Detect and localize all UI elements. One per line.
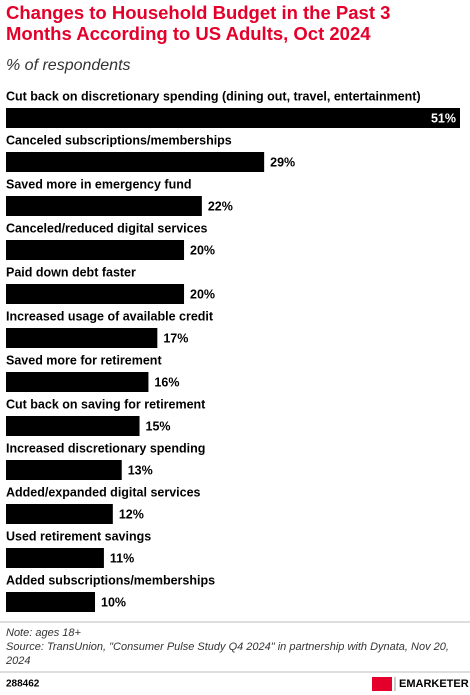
- value-label: 20%: [190, 287, 215, 301]
- value-label: 17%: [163, 331, 188, 345]
- category-label: Canceled/reduced digital services: [6, 221, 208, 235]
- bar: [6, 240, 185, 260]
- category-label: Increased usage of available credit: [6, 309, 214, 323]
- note: Note: ages 18+: [6, 627, 81, 639]
- chart-id: 288462: [6, 679, 40, 690]
- value-label: 16%: [154, 375, 179, 389]
- category-label: Saved more for retirement: [6, 353, 162, 367]
- bar: [6, 504, 113, 524]
- value-label: 22%: [208, 199, 233, 213]
- chart-title: Changes to Household Budget in the Past …: [6, 2, 391, 44]
- bar: [6, 152, 265, 172]
- value-label: 10%: [101, 595, 126, 609]
- category-label: Cut back on discretionary spending (dini…: [6, 89, 421, 103]
- value-label: 51%: [431, 111, 456, 125]
- bar: [6, 284, 185, 304]
- bar: [6, 416, 140, 436]
- category-label: Used retirement savings: [6, 529, 151, 543]
- category-label: Added subscriptions/memberships: [6, 573, 215, 587]
- category-label: Increased discretionary spending: [6, 441, 205, 455]
- category-label: Cut back on saving for retirement: [6, 397, 206, 411]
- brand: EMARKETER: [399, 678, 469, 690]
- bar: [6, 196, 202, 216]
- value-label: 11%: [110, 551, 134, 565]
- bar: [6, 548, 104, 568]
- category-label: Saved more in emergency fund: [6, 177, 191, 191]
- bar: [6, 460, 122, 480]
- value-label: 29%: [270, 155, 295, 169]
- category-label: Canceled subscriptions/memberships: [6, 133, 232, 147]
- category-label: Added/expanded digital services: [6, 485, 201, 499]
- value-label: 15%: [146, 419, 171, 433]
- bar: [6, 592, 96, 612]
- value-label: 13%: [128, 463, 153, 477]
- value-label: 12%: [119, 507, 144, 521]
- category-label: Paid down debt faster: [6, 265, 136, 279]
- source: Source: TransUnion, "Consumer Pulse Stud…: [6, 641, 449, 667]
- bar: [6, 328, 158, 348]
- value-label: 20%: [190, 243, 215, 257]
- chart-subtitle: % of respondents: [6, 57, 131, 74]
- bar: [6, 108, 460, 128]
- logo-mark: [372, 677, 392, 691]
- bar: [6, 372, 149, 392]
